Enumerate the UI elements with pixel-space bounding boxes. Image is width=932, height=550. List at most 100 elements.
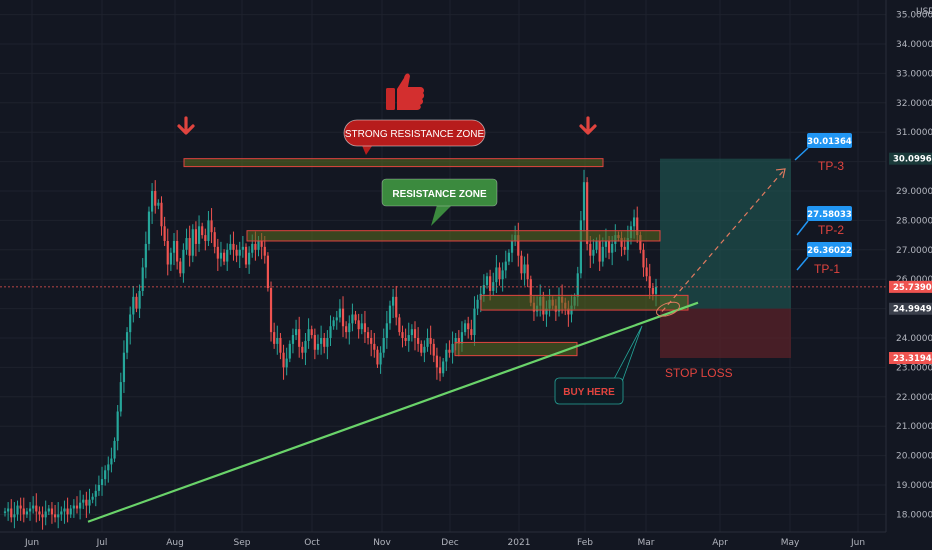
candle-body <box>191 229 194 256</box>
candle-body <box>316 343 320 350</box>
price-tick-label: 27.00000 <box>896 246 932 256</box>
candle-body <box>423 346 426 353</box>
candle-body <box>57 514 60 518</box>
candle-body <box>385 323 388 338</box>
time-tick-label: Dec <box>441 538 458 548</box>
candle-body <box>251 243 254 253</box>
candle-body <box>363 323 367 333</box>
buy-here-callout[interactable]: BUY HERE <box>554 325 643 405</box>
profit-target-box[interactable] <box>660 158 791 309</box>
candle-body <box>482 285 485 294</box>
candle-body <box>357 320 360 330</box>
stop-loss-box[interactable] <box>660 308 791 358</box>
candle-body <box>125 332 129 353</box>
candle-body <box>41 514 44 518</box>
candle-body <box>72 505 75 509</box>
candle-body <box>354 314 357 321</box>
candle-body <box>185 238 188 250</box>
time-tick-label: May <box>781 538 800 548</box>
buy-point-marker[interactable] <box>655 299 682 318</box>
tp3-value: 30.01364 <box>807 137 852 147</box>
support-zone-lower[interactable] <box>454 341 578 357</box>
price-tick-label: 23.00000 <box>896 363 932 373</box>
current-price-tag: 25.73900 <box>889 280 932 293</box>
tp2-tag[interactable]: 27.58033 TP-2 <box>796 206 852 237</box>
candle-body <box>82 499 85 503</box>
entry-price-tag: 24.99498 <box>889 302 932 315</box>
candle-body <box>567 308 570 315</box>
strong-resistance-callout[interactable]: STRONG RESISTANCE ZONE <box>343 119 486 155</box>
candle-body <box>341 308 345 327</box>
candle-body <box>326 338 329 347</box>
candle-body <box>147 211 151 244</box>
candle-body <box>379 352 382 365</box>
time-axis-ticks[interactable]: Jun Jul Aug Sep Oct Nov Dec 2021 Feb Mar Apr May Jun <box>24 538 865 548</box>
candle-body <box>401 332 404 338</box>
resistance-callout[interactable]: RESISTANCE ZONE <box>381 178 498 226</box>
time-tick-label: 2021 <box>508 538 531 548</box>
currency-label: USD <box>916 7 932 17</box>
tp3-price-tag: 30.09961 <box>889 152 932 165</box>
price-axis[interactable] <box>886 0 932 550</box>
candle-body <box>207 220 210 241</box>
tp1-tag[interactable]: 26.36022 TP-1 <box>796 242 852 276</box>
candle-body <box>457 338 460 344</box>
candle-body <box>285 358 288 368</box>
projection-arrow[interactable] <box>661 168 786 312</box>
candle-body <box>163 226 166 241</box>
candle-body <box>10 508 13 518</box>
candle-body <box>260 240 263 247</box>
candle-body <box>576 273 579 297</box>
candle-body <box>432 343 435 356</box>
resistance-label: RESISTANCE ZONE <box>392 189 487 200</box>
candle-body <box>298 329 301 347</box>
candle-body <box>382 338 385 353</box>
time-tick-label: Jul <box>96 538 108 548</box>
candle-body <box>398 317 401 333</box>
resistance-zone[interactable] <box>246 230 661 242</box>
candle-body <box>222 252 226 262</box>
candle-body <box>526 264 529 280</box>
candle-body <box>194 229 198 244</box>
candle-body <box>279 338 282 353</box>
time-tick-label: Sep <box>234 538 251 548</box>
candle-body <box>79 502 82 509</box>
candle-body <box>332 320 335 327</box>
candle-body <box>38 511 41 515</box>
candle-body <box>320 338 323 344</box>
candle-body <box>611 243 614 253</box>
candle-body <box>166 240 169 265</box>
candle-body <box>604 240 608 247</box>
candle-body <box>467 323 470 330</box>
candle-body <box>63 508 66 512</box>
buy-here-label: BUY HERE <box>563 387 615 398</box>
candle-body <box>119 382 122 412</box>
candle-body <box>589 243 592 256</box>
candle-body <box>104 470 107 480</box>
candle-body <box>7 508 10 512</box>
candle-body <box>645 267 648 277</box>
time-tick-label: Nov <box>373 538 391 548</box>
candle-body <box>172 240 176 253</box>
candle-body <box>47 508 50 512</box>
candle-body <box>176 240 179 262</box>
candle-body <box>636 217 639 236</box>
candle-body <box>586 182 589 244</box>
candle-body <box>410 329 413 336</box>
strong-resistance-zone[interactable] <box>183 158 604 168</box>
price-tick-label: 33.00000 <box>896 69 932 79</box>
candle-body <box>19 505 22 509</box>
candle-body <box>345 326 348 333</box>
candle-body <box>623 246 626 250</box>
candle-body <box>404 338 407 341</box>
candle-body <box>135 296 138 309</box>
candle-body <box>141 267 144 291</box>
candle-body <box>413 329 417 338</box>
tp3-tag[interactable]: 30.01364 TP-3 <box>794 133 852 173</box>
candle-body <box>648 276 651 289</box>
candle-body <box>426 338 429 347</box>
uptrend-line[interactable] <box>87 301 699 523</box>
candle-body <box>216 246 219 259</box>
support-zone-upper[interactable] <box>480 294 689 311</box>
